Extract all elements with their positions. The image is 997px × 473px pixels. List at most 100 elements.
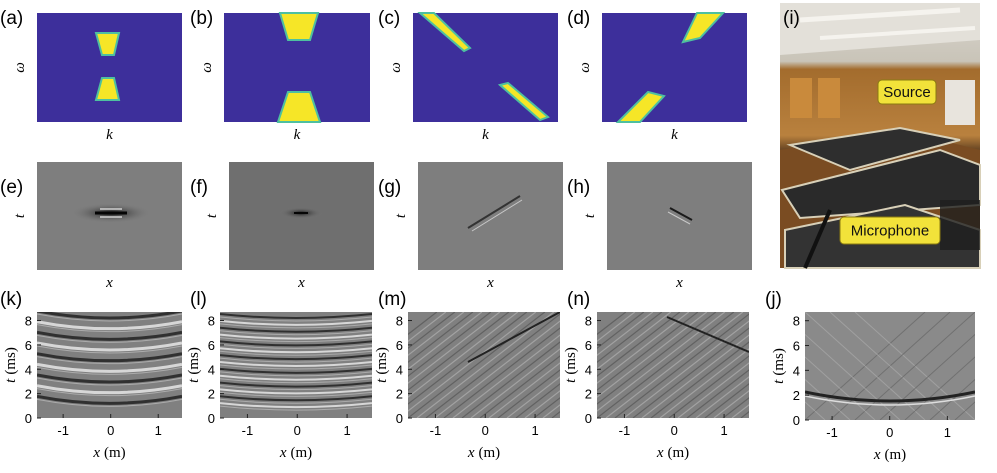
panel-label: (l) xyxy=(190,289,207,310)
wave xyxy=(597,312,699,391)
wave xyxy=(904,356,975,420)
y-axis-label: t (ms) xyxy=(563,347,579,383)
wave xyxy=(597,312,645,350)
x-axis-label: x xyxy=(105,275,113,291)
axis-var: t xyxy=(374,378,390,383)
axis-unit: (m) xyxy=(104,445,126,461)
y-tick-label: 8 xyxy=(396,314,403,329)
wave xyxy=(408,312,492,377)
y-axis-label: t (ms) xyxy=(3,347,19,383)
y-axis-label: t xyxy=(582,213,598,218)
wave xyxy=(37,394,182,405)
wave xyxy=(220,364,372,370)
wave xyxy=(597,312,672,370)
wave xyxy=(408,312,528,405)
kernel-e xyxy=(37,162,182,270)
y-tick-label: 0 xyxy=(208,411,215,426)
x-tick-label: -1 xyxy=(619,423,631,438)
wave xyxy=(37,398,182,407)
x-axis-label: x (m) xyxy=(873,447,906,463)
wave xyxy=(408,312,483,370)
wave xyxy=(452,334,560,418)
wave xyxy=(37,345,182,354)
y-tick-label: 2 xyxy=(585,387,592,402)
x-tick-label: 1 xyxy=(720,423,727,438)
record-section: 0 2 4 6 8 -1 0 1 x (m) t (ms) xyxy=(771,312,997,463)
wave xyxy=(408,312,465,356)
axis-var: t xyxy=(563,378,579,383)
wave xyxy=(597,312,708,398)
wave xyxy=(980,312,997,420)
wave xyxy=(37,334,182,343)
wave xyxy=(597,312,663,363)
annotation-box xyxy=(839,216,941,245)
y-tick-label: 0 xyxy=(793,413,800,428)
axis-unit: (m) xyxy=(885,447,907,463)
wave xyxy=(408,312,537,412)
wave xyxy=(408,312,456,350)
x-tick-label: 0 xyxy=(886,425,893,440)
wave xyxy=(37,366,182,375)
wave xyxy=(695,376,749,418)
y-tick-label: 8 xyxy=(208,314,215,329)
wave xyxy=(506,376,560,418)
spectrum-a xyxy=(37,13,182,122)
wave xyxy=(659,348,749,418)
record-image xyxy=(220,312,372,418)
wave xyxy=(524,390,560,418)
wave xyxy=(37,352,182,363)
y-axis-label: t (ms) xyxy=(374,347,390,383)
wave xyxy=(37,384,182,395)
wave xyxy=(597,312,726,412)
wave xyxy=(408,312,510,391)
axis-unit: (ms) xyxy=(771,348,787,376)
record-section: 0 2 4 6 8 -1 0 1 x (m) t (ms) xyxy=(374,312,560,461)
wave xyxy=(220,405,372,411)
wave xyxy=(220,398,372,404)
axis-var: t xyxy=(186,378,202,383)
y-axis-label: ω xyxy=(388,62,404,73)
wave xyxy=(666,316,749,353)
wave xyxy=(220,313,372,319)
wave xyxy=(467,312,560,363)
x-tick-label: 0 xyxy=(294,423,301,438)
wave xyxy=(220,319,372,326)
wave xyxy=(37,373,182,384)
wave xyxy=(408,312,519,398)
wave xyxy=(220,374,372,381)
y-tick-label: 8 xyxy=(25,314,32,329)
wave xyxy=(220,316,372,322)
wave xyxy=(37,312,182,320)
panel-label: (m) xyxy=(378,289,406,310)
y-tick-label: 6 xyxy=(585,338,592,353)
wave xyxy=(220,323,372,329)
x-axis-label: x (m) xyxy=(92,445,125,461)
wave xyxy=(677,362,749,418)
axis-var: t xyxy=(3,378,19,383)
wave xyxy=(668,355,749,418)
record-image xyxy=(805,312,997,420)
x-tick-label: -1 xyxy=(57,423,69,438)
x-axis-label: x (m) xyxy=(656,445,689,461)
wave xyxy=(408,312,501,384)
wave xyxy=(722,397,749,418)
panel-label: (g) xyxy=(378,177,401,198)
wave xyxy=(220,367,372,374)
panel-label: (b) xyxy=(190,8,213,29)
y-axis-label: t xyxy=(12,213,28,218)
y-tick-label: 0 xyxy=(585,411,592,426)
wave xyxy=(220,343,372,349)
axis-var: t xyxy=(771,379,787,384)
y-tick-label: 6 xyxy=(208,338,215,353)
annotation: Microphone xyxy=(851,223,929,240)
y-axis-label: ω xyxy=(12,62,28,73)
y-tick-label: 2 xyxy=(793,388,800,403)
axis-var: x xyxy=(92,445,100,461)
wave xyxy=(650,341,749,418)
record-section: 0 2 4 6 8 -1 0 1 x (m) t (ms) xyxy=(3,312,182,461)
wave xyxy=(220,337,372,343)
wave xyxy=(597,312,681,377)
wave xyxy=(829,312,951,420)
y-tick-label: 4 xyxy=(25,362,32,377)
